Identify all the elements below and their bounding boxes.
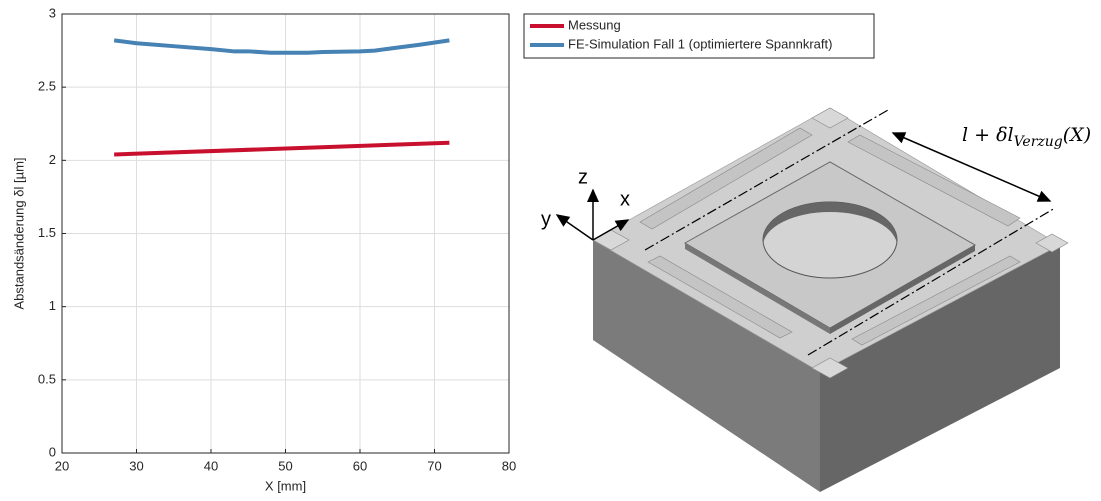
y-tick-label: 2.5 <box>38 79 56 94</box>
axis-arrow-y <box>557 215 593 240</box>
dimension-suffix: (X) <box>1063 124 1091 146</box>
x-tick-label: 30 <box>129 458 143 473</box>
dimension-main: l + δl <box>962 124 1014 146</box>
dimension-label: l + δlVerzug(X) <box>962 124 1091 150</box>
y-tick-label: 3 <box>49 5 56 20</box>
data-line <box>114 40 449 52</box>
dimension-subscript: Verzug <box>1014 134 1063 150</box>
y-axis-label: Abstandsänderung δl [µm] <box>11 157 26 309</box>
x-tick-label: 40 <box>204 458 218 473</box>
data-line <box>114 143 449 155</box>
x-axis-label: X [mm] <box>265 478 306 493</box>
axis-label-z: z <box>578 166 588 188</box>
y-tick-label: 0.5 <box>38 371 56 386</box>
x-tick-label: 70 <box>427 458 441 473</box>
y-tick-label: 1 <box>49 298 56 313</box>
part-diagram: l + δlVerzug(X) z x y <box>541 108 1091 492</box>
y-tick-label: 0 <box>49 444 56 459</box>
x-tick-label: 60 <box>353 458 367 473</box>
axis-label-x: x <box>620 188 630 210</box>
legend-entry: FE-Simulation Fall 1 (optimiertere Spann… <box>568 36 832 51</box>
x-tick-label: 20 <box>55 458 69 473</box>
y-tick-label: 2 <box>49 152 56 167</box>
legend-entry: Messung <box>568 17 621 32</box>
y-tick-label: 1.5 <box>38 225 56 240</box>
figure: 20 30 40 50 60 70 80 0 0.5 1 1.5 2 2.5 3 X [mm] Abstand… <box>0 0 1101 501</box>
axis-label-y: y <box>541 208 551 230</box>
x-tick-label: 80 <box>502 458 516 473</box>
x-tick-label: 50 <box>278 458 292 473</box>
